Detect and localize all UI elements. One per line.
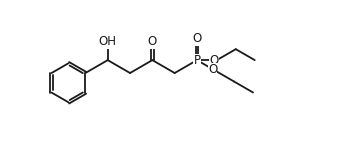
Text: OH: OH — [99, 35, 117, 48]
Text: O: O — [210, 54, 219, 67]
Text: O: O — [208, 63, 217, 76]
Text: P: P — [194, 54, 200, 67]
Text: O: O — [192, 33, 202, 45]
Text: O: O — [148, 35, 157, 48]
